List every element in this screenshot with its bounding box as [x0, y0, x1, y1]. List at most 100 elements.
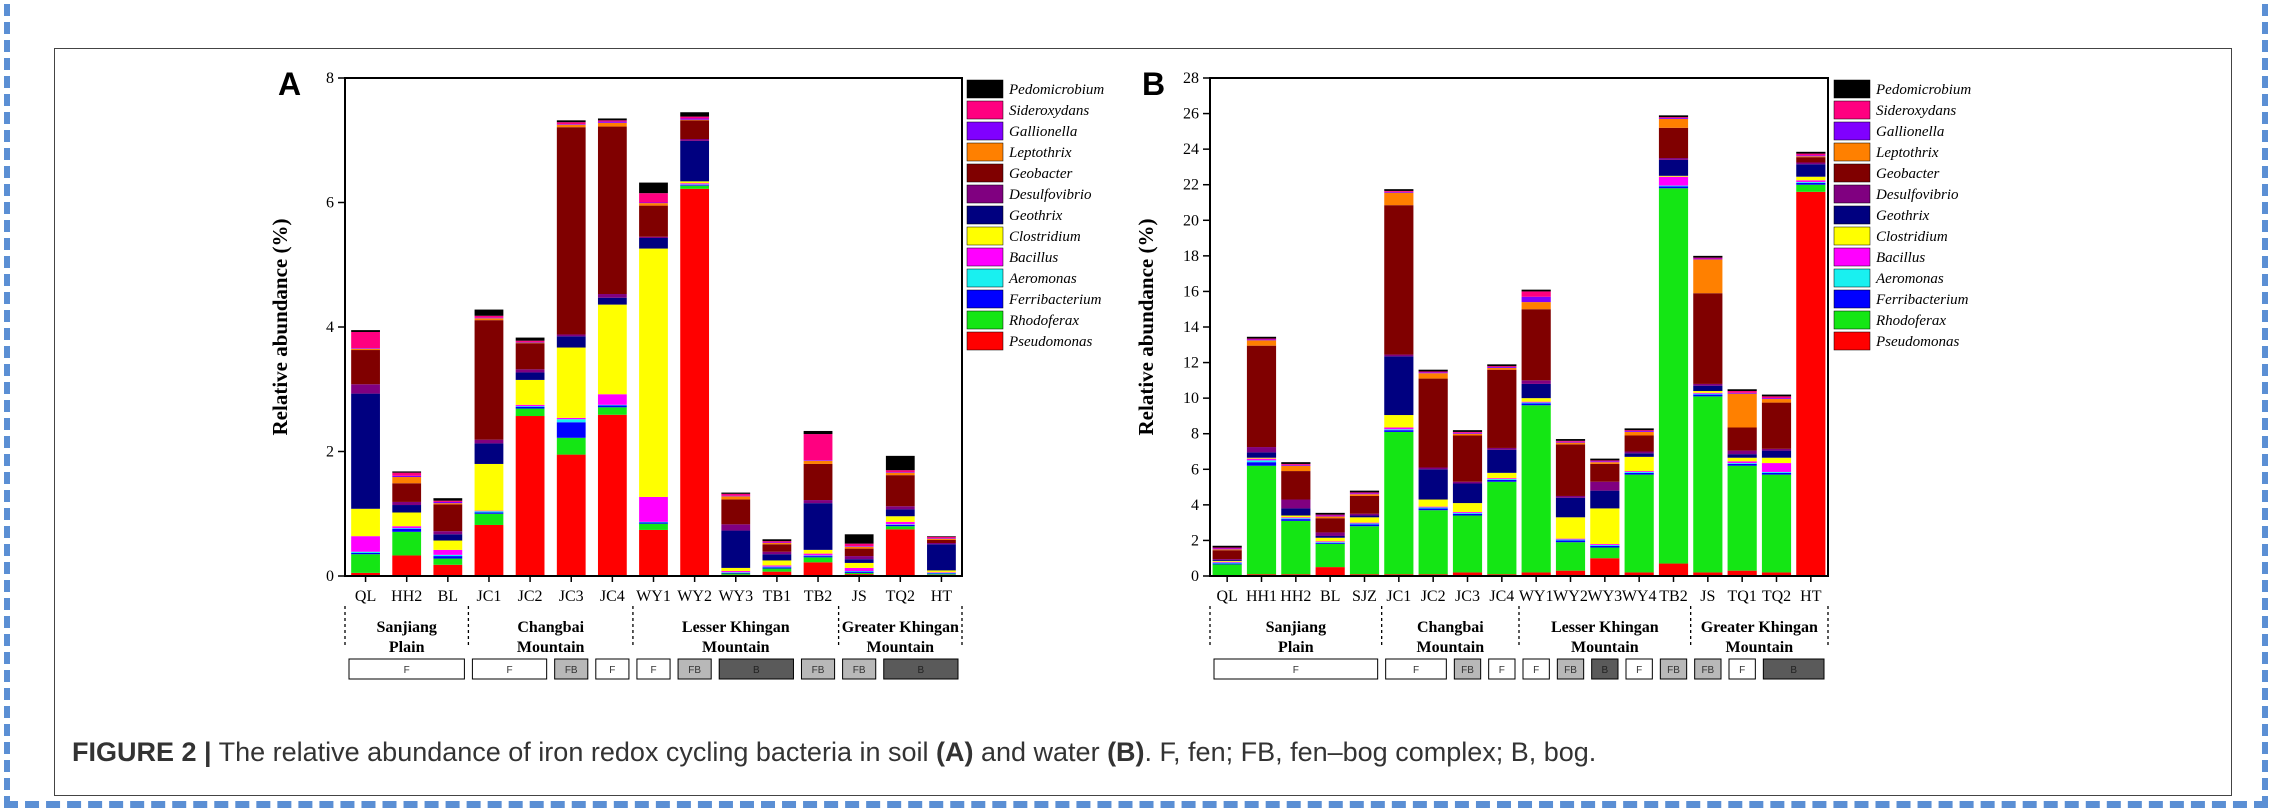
bar-segment-a-tb1-geobacter: [762, 544, 792, 552]
bar-segment-b-hh2-ferribacterium: [1281, 519, 1311, 521]
bar-segment-b-tq2-sideroxydans: [1761, 396, 1792, 399]
bar-segment-b-jc3-pseudomonas: [1452, 572, 1483, 576]
bar-segment-a-bl-gallionella: [433, 501, 463, 504]
bar-segment-a-bl-geothrix: [433, 534, 463, 541]
bar-segment-b-bl-pseudomonas: [1315, 567, 1345, 576]
y-tick-label-b-20: 20: [1183, 212, 1199, 229]
bar-segment-a-bl-geobacter: [433, 504, 463, 532]
y-tick-label-b-10: 10: [1183, 390, 1199, 407]
bar-segment-a-wy2-geobacter: [680, 120, 710, 140]
legend-label-a-pedomicrobium: Pedomicrobium: [1008, 82, 1104, 98]
bar-segment-b-hh2-clostridium: [1281, 515, 1311, 518]
bar-segment-b-tq1-pedomicrobium: [1727, 389, 1757, 392]
bar-segment-a-tb2-rhodoferax: [803, 557, 833, 563]
bar-segment-a-js-rhodoferax: [844, 572, 874, 575]
bar-segment-b-wy1-ferribacterium: [1521, 403, 1551, 406]
legend-label-b-leptothrix: Leptothrix: [1875, 145, 1939, 161]
bar-segment-a-jc3-clostridium: [556, 347, 586, 418]
bar-segment-b-jc3-gallionella: [1452, 432, 1483, 434]
bar-segment-b-jc1-geothrix: [1384, 356, 1414, 416]
bar-segment-a-tb1-leptothrix: [762, 543, 792, 545]
bar-segment-b-jc4-leptothrix: [1487, 367, 1517, 370]
bar-segment-b-hh2-desulfovibrio: [1281, 499, 1311, 509]
bar-segment-b-wy4-bacillus: [1624, 471, 1654, 472]
x-tick-label-a-tq2: TQ2: [886, 588, 915, 605]
y-tick-label-b-18: 18: [1183, 248, 1199, 265]
bar-segment-a-ql-clostridium: [351, 508, 380, 537]
bar-segment-b-jc1-gallionella: [1384, 191, 1414, 193]
legend-label-a-ferribacterium: Ferribacterium: [1008, 292, 1102, 308]
wetland-type-box-b-10: [1728, 658, 1756, 680]
bar-segment-b-hh1-ferribacterium: [1246, 462, 1277, 466]
bar-segment-b-jc4-geobacter: [1487, 369, 1517, 448]
bar-segment-a-wy1-sideroxydans: [639, 193, 668, 203]
x-tick-label-b-jc1: JC1: [1386, 588, 1411, 605]
bar-segment-a-tq2-clostridium: [885, 516, 915, 522]
wetland-type-box-b-4: [1522, 658, 1550, 680]
bar-segment-b-ql-geobacter: [1212, 550, 1242, 560]
bar-segment-b-jc3-geobacter: [1452, 435, 1483, 482]
bar-segment-a-js-clostridium: [844, 562, 874, 568]
wetland-type-box-b-8: [1659, 658, 1688, 680]
legend-label-b-gallionella: Gallionella: [1876, 124, 1944, 140]
x-tick-label-b-js: JS: [1700, 588, 1715, 605]
bar-segment-b-tq2-clostridium: [1761, 457, 1792, 464]
bar-segment-a-tb2-clostridium: [803, 549, 833, 554]
x-tick-label-b-jc4: JC4: [1489, 588, 1514, 605]
bar-segment-b-jc3-clostridium: [1452, 503, 1483, 512]
y-axis-label-a: Relative abundance (%): [268, 219, 292, 436]
bar-segment-a-js-ferribacterium: [844, 571, 874, 573]
bar-segment-b-wy3-ferribacterium: [1590, 545, 1620, 548]
bar-segment-b-wy4-geobacter: [1624, 435, 1654, 452]
bar-segment-a-wy3-rhodoferax: [721, 573, 751, 575]
bar-segment-b-ht-desulfovibrio: [1796, 162, 1826, 165]
bar-segment-a-jc3-gallionella: [556, 124, 586, 125]
region-label-a-3-1: Mountain: [867, 639, 935, 656]
bar-segment-b-ql-ferribacterium: [1212, 563, 1242, 565]
bar-segment-b-wy1-desulfovibrio: [1521, 380, 1551, 384]
bar-segment-a-wy3-desulfovibrio: [721, 524, 751, 531]
bar-segment-b-js-geobacter: [1693, 293, 1723, 384]
bar-segment-b-jc2-rhodoferax: [1418, 510, 1448, 575]
bar-segment-b-jc1-sideroxydans: [1384, 190, 1414, 192]
bar-segment-a-jc3-pedomicrobium: [556, 120, 586, 123]
bar-segment-a-ht-ferribacterium: [927, 573, 956, 575]
bar-segment-b-bl-aeromonas: [1315, 542, 1345, 544]
bar-segment-b-wy1-geothrix: [1521, 383, 1551, 399]
bar-segment-a-wy3-bacillus: [721, 571, 751, 573]
wetland-type-label-a-2: FB: [565, 665, 578, 676]
bar-segment-b-jc1-pedomicrobium: [1384, 189, 1414, 191]
bar-segment-b-wy3-aeromonas: [1590, 544, 1620, 546]
bar-segment-a-jc2-leptothrix: [515, 342, 545, 344]
bar-segment-a-tb2-aeromonas: [803, 555, 833, 557]
bar-segment-b-ht-aeromonas: [1796, 182, 1826, 183]
bar-segment-b-jc3-desulfovibrio: [1452, 481, 1483, 484]
bar-segment-b-jc3-geothrix: [1452, 483, 1483, 504]
bar-segment-b-jc4-aeromonas: [1487, 479, 1517, 480]
bar-segment-a-tb1-rhodoferax: [762, 568, 792, 572]
bar-segment-a-jc2-pedomicrobium: [515, 337, 545, 341]
bar-segment-b-hh1-sideroxydans: [1246, 338, 1277, 340]
bar-segment-a-jc4-pseudomonas: [597, 414, 627, 576]
wetland-type-label-b-8: FB: [1667, 665, 1680, 676]
bar-segment-a-hh2-desulfovibrio: [392, 501, 422, 506]
legend-label-b-sideroxydans: Sideroxydans: [1876, 103, 1956, 119]
bar-segment-a-ql-bacillus: [351, 536, 380, 552]
region-label-a-1-0: Changbai: [517, 619, 584, 636]
bar-segment-b-bl-geobacter: [1315, 518, 1345, 533]
bar-segment-a-hh2-sideroxydans: [392, 472, 422, 476]
bar-segment-b-jc4-ferribacterium: [1487, 479, 1517, 482]
bar-segment-b-jc1-ferribacterium: [1384, 430, 1414, 432]
bar-segment-b-jc2-leptothrix: [1418, 373, 1448, 379]
x-tick-label-a-wy1: WY1: [636, 588, 671, 605]
bar-segment-b-ql-clostridium: [1212, 560, 1242, 562]
bar-segment-b-sjz-pedomicrobium: [1349, 490, 1380, 493]
region-label-a-2-1: Mountain: [702, 639, 770, 656]
y-tick-label-b-22: 22: [1183, 177, 1199, 194]
bar-segment-a-wy3-pedomicrobium: [721, 492, 751, 494]
bar-segment-a-bl-sideroxydans: [433, 500, 463, 502]
bar-segment-b-wy4-gallionella: [1624, 431, 1654, 432]
wetland-type-box-a-8: [842, 658, 877, 680]
bar-segment-a-wy1-clostridium: [639, 248, 668, 497]
